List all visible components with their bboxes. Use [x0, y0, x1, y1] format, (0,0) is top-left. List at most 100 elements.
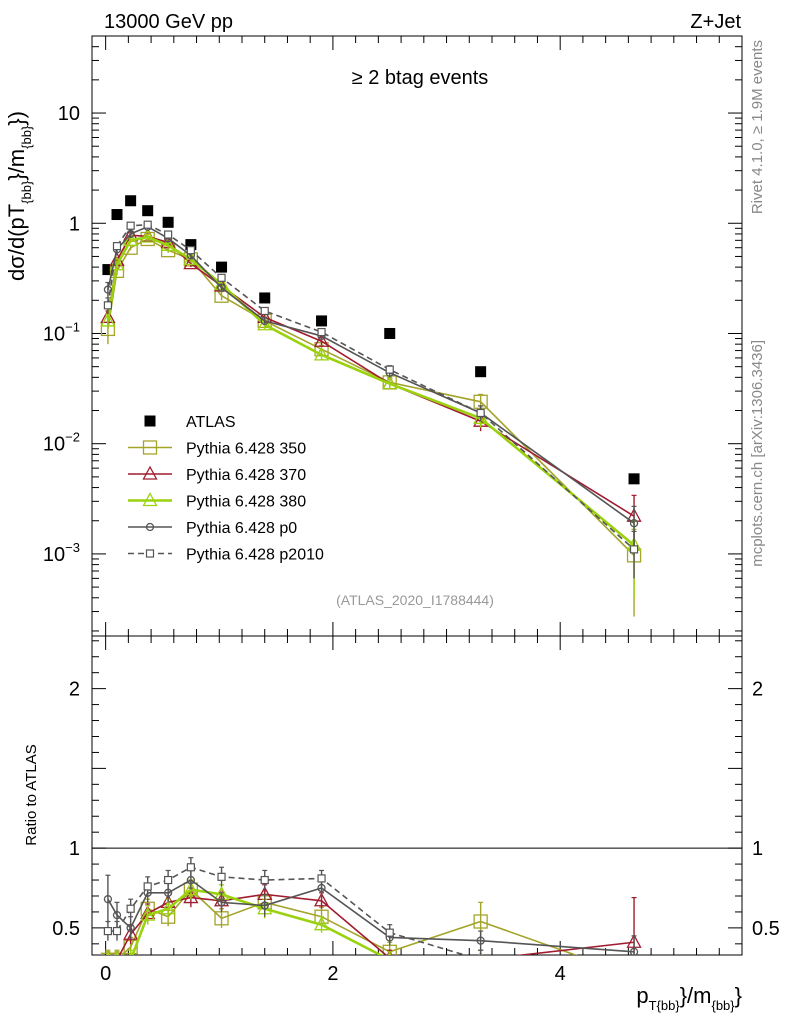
xlabel-end: } — [735, 983, 742, 1008]
data-point — [111, 209, 123, 221]
data-point — [164, 230, 173, 239]
data-point — [140, 228, 156, 243]
legend-label: ATLAS — [186, 414, 236, 431]
x-tick-label: 2 — [327, 963, 338, 985]
data-point — [217, 273, 226, 282]
series-pythia-6-428-p0 — [103, 222, 639, 550]
data-point — [112, 242, 122, 251]
data-point — [257, 316, 273, 331]
panel-title: ≥ 2 btag events — [352, 67, 489, 89]
series-line-pythia-6-428-350 — [107, 238, 635, 556]
series-pythia-6-428-380 — [100, 228, 642, 598]
data-point — [186, 863, 195, 872]
ratio-y-tick-label: 1 — [69, 838, 80, 860]
ratio-y-tick-label: 0.5 — [52, 918, 80, 940]
legend-item-atlas: ATLAS — [144, 414, 236, 431]
main-ylabel-base: dσ/d(pT — [4, 204, 29, 281]
data-point — [126, 221, 135, 230]
mcplots-side-label: mcplots.cern.ch [arXiv:1306.3436] — [749, 340, 766, 567]
main-y-tick-label: 1 — [69, 213, 80, 235]
legend: ATLAS Pythia 6.428 350 Pythia 6.428 370 Pyt… — [128, 414, 324, 564]
data-point — [476, 408, 485, 418]
data-point — [313, 346, 330, 361]
data-point — [142, 205, 154, 217]
legend-label: Pythia 6.428 350 — [186, 441, 306, 458]
process-label: Z+Jet — [690, 11, 741, 33]
ratio-y-tick-label: 2 — [69, 679, 80, 701]
series-line-pythia-6-428-350 — [120, 888, 578, 955]
legend-marker — [142, 440, 158, 455]
data-point — [183, 889, 199, 904]
data-point — [216, 261, 228, 273]
data-point — [317, 874, 326, 883]
x-tick-label: 4 — [555, 963, 566, 985]
data-point — [103, 285, 113, 294]
series-pythia-6-428-p2010 — [103, 857, 638, 974]
main-ylabel-sub2: {bb} — [19, 125, 34, 149]
data-point — [260, 316, 269, 326]
data-point — [473, 409, 489, 424]
ratio-panel-frame — [91, 635, 743, 956]
data-point — [628, 473, 640, 485]
main-panel: 10−3 10−2 10−1 1 10 ≥ 2 btag events (ATLAS_2… — [43, 35, 743, 637]
data-point — [126, 923, 135, 933]
main-y-ticks: 10−3 10−2 10−1 1 10 — [43, 35, 742, 632]
legend-marker — [142, 492, 158, 507]
main-ylabel-mid: }/m — [4, 149, 29, 181]
legend-item-pythia-6-428-380: Pythia 6.428 380 — [128, 492, 306, 511]
data-point — [313, 892, 330, 907]
legend-item-pythia-6-428-p2010: Pythia 6.428 p2010 — [128, 547, 324, 564]
data-point — [217, 283, 226, 292]
main-ylabel-end: }) — [4, 111, 29, 126]
xlabel-mid: }/m — [680, 983, 712, 1008]
legend-label: Pythia 6.428 p0 — [186, 520, 297, 537]
series-atlas — [102, 195, 640, 485]
series-line-pythia-6-428-370 — [118, 893, 635, 955]
main-y-tick-label: 10−1 — [43, 319, 80, 345]
data-point — [160, 237, 176, 252]
data-point — [103, 895, 113, 904]
legend-item-pythia-6-428-370: Pythia 6.428 370 — [128, 465, 306, 484]
xlabel-sub1: T{bb} — [649, 998, 681, 1013]
main-x-ticks — [105, 36, 720, 636]
data-point — [217, 898, 226, 907]
ratio-y-tick-label-right: 0.5 — [752, 918, 780, 940]
data-point — [384, 327, 396, 339]
legend-marker — [144, 415, 156, 427]
data-point — [316, 315, 328, 327]
data-point — [143, 882, 152, 891]
legend-label: Pythia 6.428 380 — [186, 494, 306, 511]
data-point — [382, 375, 398, 390]
data-point — [185, 239, 197, 251]
legend-label: Pythia 6.428 p2010 — [186, 547, 324, 564]
x-axis-label: pT{bb}}/m{bb}} — [636, 983, 742, 1013]
data-point — [631, 967, 638, 974]
data-point — [260, 875, 269, 885]
data-point — [103, 301, 113, 310]
x-tick-label: 0 — [100, 963, 111, 985]
main-y-axis-label: dσ/d(pT{bb}}/m{bb}}) — [4, 111, 34, 281]
series-pythia-6-428-350 — [100, 231, 642, 617]
main-ylabel-sub1: {bb} — [19, 180, 34, 204]
data-point — [628, 969, 641, 981]
legend-marker — [142, 465, 158, 480]
data-point — [628, 969, 641, 982]
series-pythia-6-428-370 — [100, 226, 642, 554]
data-point — [186, 246, 195, 255]
legend-item-pythia-6-428-350: Pythia 6.428 350 — [128, 440, 306, 458]
legend-marker — [145, 549, 155, 558]
main-y-tick-label: 10−3 — [43, 540, 80, 566]
data-point — [477, 956, 484, 963]
data-point — [317, 327, 326, 337]
series-pythia-6-428-p0 — [103, 869, 639, 955]
main-y-tick-label: 10 — [58, 103, 80, 125]
data-point — [385, 365, 394, 374]
data-point — [629, 519, 639, 528]
xlabel-base1: p — [636, 983, 648, 1008]
data-point — [385, 928, 394, 937]
legend-label: Pythia 6.428 370 — [186, 467, 306, 484]
data-point — [259, 292, 271, 304]
data-point — [125, 195, 137, 207]
ratio-x-ticks: 0 2 4 — [100, 636, 720, 985]
data-point — [126, 229, 135, 239]
